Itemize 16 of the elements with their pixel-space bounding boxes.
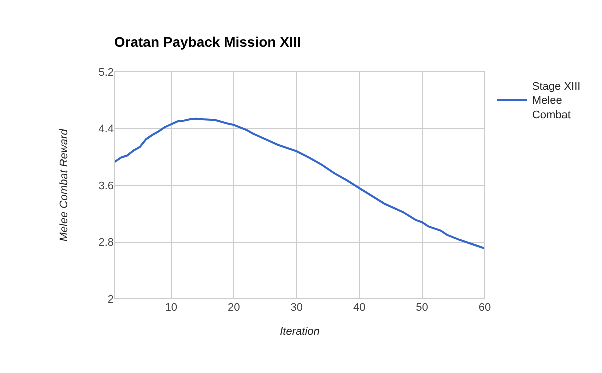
y-axis-title: Melee Combat Reward [58,128,70,242]
x-tick-label: 10 [165,302,178,314]
x-tick-label: 20 [228,302,240,314]
y-tick-label: 5.2 [98,66,114,79]
chart-title: Oratan Payback Mission XIII [114,34,302,50]
line-series [115,118,485,250]
x-tick-label: 30 [290,302,303,314]
y-tick-label: 4.4 [98,124,114,136]
x-tick-label: 50 [416,302,428,314]
y-tick-label: 2 [108,294,114,306]
y-tick-label: 3.6 [98,180,114,192]
y-tick-label: 2.8 [98,237,114,250]
legend-label: Stage XIII Melee Combat [532,80,581,122]
x-tick-label: 40 [353,302,366,314]
x-axis-title: Iteration [280,326,320,338]
x-tick-label: 60 [478,302,492,314]
